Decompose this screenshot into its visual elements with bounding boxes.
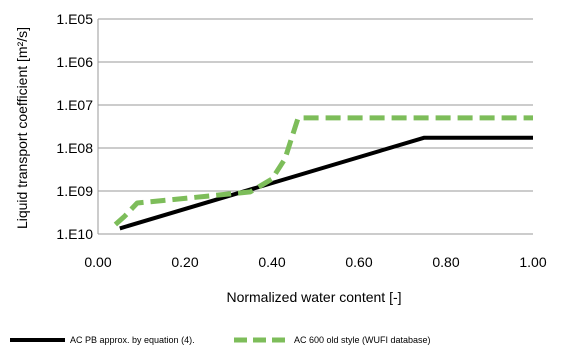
series-line-1: [119, 135, 533, 231]
x-tick-label: 0.40: [258, 254, 285, 270]
legend-label-2: AC 600 old style (WUFI database): [294, 335, 431, 345]
x-tick-label: 0.20: [171, 254, 198, 270]
y-tick-labels: 1.E05 1.E06 1.E07 1.E08 1.E09 1.E10: [56, 11, 93, 242]
x-tick-labels: 0.00 0.20 0.40 0.60 0.80 1.00: [84, 254, 546, 270]
y-axis-title: Liquid transport coefficient [m²/s]: [14, 27, 30, 229]
series-line-2: [113, 115, 533, 227]
x-tick-label: 0.80: [432, 254, 459, 270]
x-tick-label: 1.00: [519, 254, 546, 270]
y-tick-label: 1.E06: [56, 54, 93, 70]
y-tick-label: 1.E10: [56, 226, 93, 242]
y-tick-label: 1.E08: [56, 140, 93, 156]
y-tick-label: 1.E05: [56, 11, 93, 27]
y-tick-label: 1.E09: [56, 183, 93, 199]
x-tick-label: 0.00: [84, 254, 111, 270]
legend-label-1: AC PB approx. by equation (4).: [70, 335, 195, 345]
legend: AC PB approx. by equation (4). AC 600 old…: [10, 335, 431, 345]
y-tick-label: 1.E07: [56, 97, 93, 113]
series-layer: [113, 115, 533, 231]
x-axis-title: Normalized water content [-]: [226, 289, 401, 305]
gridlines: [98, 18, 533, 235]
x-tick-label: 0.60: [345, 254, 372, 270]
